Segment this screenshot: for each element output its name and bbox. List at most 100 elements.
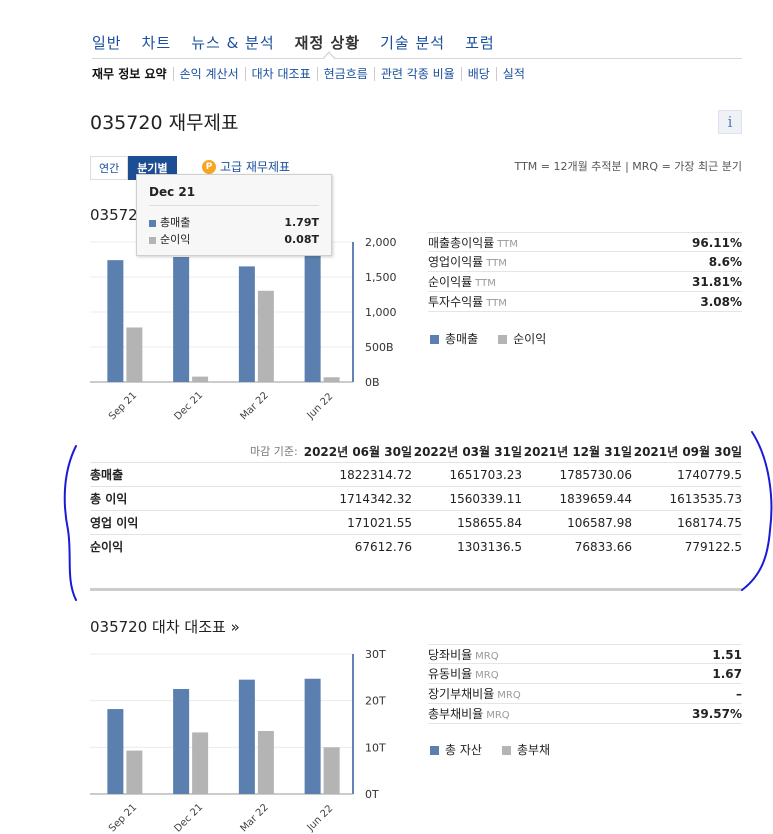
table-cell: 168174.75 [677, 516, 742, 530]
bar[interactable] [192, 732, 209, 794]
bar[interactable] [304, 254, 321, 382]
income-chart-bars[interactable] [107, 254, 340, 382]
ratio-value: 3.08% [700, 295, 742, 309]
ratio-value: 8.6% [708, 255, 742, 269]
subnav-dividends[interactable]: 배당 [460, 67, 496, 81]
ratio-label: 순이익률 [428, 275, 473, 289]
nav-news[interactable]: 뉴스 & 분석 [191, 34, 275, 52]
nav-technical[interactable]: 기술 분석 [380, 34, 446, 52]
legend-item-net-income: 순이익 [498, 330, 546, 347]
bar[interactable] [126, 750, 143, 794]
y-tick-label: 0B [365, 376, 380, 389]
financial-summary-table: 마감 기준: 2022년 06월 30일 2022년 03월 31일 2021년… [90, 440, 742, 558]
bar[interactable] [107, 709, 124, 794]
subnav-income-statement[interactable]: 손익 계산서 [172, 67, 245, 81]
y-tick-label: 30T [365, 648, 386, 661]
ratio-row: 투자수익률 TTM 3.08% [428, 292, 742, 312]
ratio-label: 유동비율 [428, 667, 473, 681]
legend-label: 총매출 [445, 332, 479, 346]
subnav-cash-flow[interactable]: 현금흐름 [316, 67, 374, 81]
bar[interactable] [257, 731, 274, 794]
balance-section-title[interactable]: 035720 대차 대조표 » [90, 618, 240, 636]
subnav-balance-sheet[interactable]: 대차 대조표 [244, 67, 317, 81]
ratio-label: 매출총이익률 [428, 236, 495, 250]
bar[interactable] [304, 678, 321, 794]
bar[interactable] [173, 257, 190, 382]
advanced-financials-label: 고급 재무제표 [220, 160, 291, 174]
tooltip-row-net-income: 순이익 0.08T [149, 231, 319, 248]
ratio-tag: TTM [486, 258, 507, 269]
bar[interactable] [126, 327, 143, 382]
ratio-row: 영업이익률 TTM 8.6% [428, 252, 742, 272]
table-cell: 1740779.5 [677, 468, 742, 482]
tooltip-header: Dec 21 [149, 185, 319, 206]
table-row: 순이익 67612.76 1303136.5 76833.66 779122.5 [90, 534, 742, 558]
income-chart-y-ticks: 2,000 1,500 1,000 500B 0B [365, 236, 397, 389]
period-tabs: 연간 분기별 [90, 156, 177, 180]
ratio-label: 영업이익률 [428, 255, 484, 269]
ttm-mrq-note: TTM = 12개월 추적분 | MRQ = 가장 최근 분기 [514, 160, 742, 173]
legend-swatch [498, 335, 508, 344]
page-title: 035720 재무제표 [90, 112, 239, 134]
ratio-row: 유동비율 MRQ 1.67 [428, 664, 742, 684]
y-tick-label: 1,000 [365, 306, 397, 319]
legend-item-total-assets: 총 자산 [430, 741, 482, 758]
nav-general[interactable]: 일반 [92, 34, 122, 52]
legend-swatch [430, 335, 439, 344]
row-label: 총 이익 [90, 492, 128, 506]
column-header: 2022년 06월 30일 [303, 444, 412, 459]
bar[interactable] [238, 266, 255, 382]
top-nav: 일반 차트 뉴스 & 분석 재정 상황 기술 분석 포럼 [92, 32, 495, 53]
bar[interactable] [107, 260, 124, 382]
nav-forum[interactable]: 포럼 [465, 34, 495, 52]
legend-swatch [430, 746, 439, 755]
advanced-financials-link[interactable]: P 고급 재무제표 [202, 158, 290, 175]
income-ratios-table: 매출총이익률 TTM 96.11% 영업이익률 TTM 8.6% 순이익률 TTM 31.8… [428, 232, 742, 312]
y-tick-label: 0T [365, 788, 379, 801]
ratio-label: 장기부채비율 [428, 687, 495, 701]
nav-divider [92, 58, 742, 59]
bar[interactable] [323, 747, 340, 794]
ratio-label: 투자수익률 [428, 295, 484, 309]
column-header: 2021년 12월 31일 [523, 444, 632, 459]
nav-active-caret [322, 51, 336, 60]
bar[interactable] [323, 377, 340, 382]
x-tick-label: Jun 22 [305, 391, 336, 422]
y-tick-label: 10T [365, 741, 386, 754]
revenue-swatch [149, 219, 156, 227]
legend-label: 총부채 [516, 743, 551, 757]
bar[interactable] [173, 689, 190, 794]
y-tick-label: 2,000 [365, 236, 397, 249]
ratio-row: 총부채비율 MRQ 39.57% [428, 704, 742, 724]
bar[interactable] [192, 376, 209, 382]
income-section-title[interactable]: 03572 [90, 206, 138, 224]
bar[interactable] [257, 290, 274, 382]
balance-chart-x-ticks: Sep 21 Dec 21 Mar 22 Jun 22 [107, 802, 335, 834]
row-label: 순이익 [90, 540, 124, 554]
nav-financials[interactable]: 재정 상황 [294, 34, 361, 52]
income-chart: 2,000 1,500 1,000 500B 0B Sep 21 Dec 21 Mar 22… [90, 236, 397, 423]
balance-chart-bars[interactable] [107, 678, 340, 794]
tab-annual[interactable]: 연간 [90, 156, 129, 180]
table-cell: 1560339.11 [449, 492, 522, 506]
subnav-summary[interactable]: 재무 정보 요약 [92, 67, 167, 81]
x-tick-label: Sep 21 [107, 390, 139, 422]
subnav-ratios[interactable]: 관련 각종 비율 [373, 67, 461, 81]
ratio-label: 당좌비율 [428, 648, 473, 662]
nav-chart[interactable]: 차트 [141, 34, 172, 52]
ratio-tag: MRQ [475, 670, 499, 681]
ratio-row: 장기부채비율 MRQ – [428, 684, 742, 704]
ratio-value: 96.11% [692, 236, 742, 250]
subnav-earnings[interactable]: 실적 [495, 67, 531, 81]
info-icon[interactable]: i [718, 110, 742, 134]
income-chart-legend: 총매출 순이익 [430, 330, 546, 347]
x-tick-label: Sep 21 [107, 802, 139, 834]
bar[interactable] [238, 679, 255, 794]
legend-label: 총 자산 [445, 743, 482, 757]
tooltip-net-income-label: 순이익 [160, 233, 191, 246]
table-cell: 67612.76 [354, 540, 412, 554]
table-cell: 106587.98 [567, 516, 632, 530]
legend-item-total-liabilities: 총부채 [501, 741, 551, 758]
balance-chart-y-ticks: 30T 20T 10T 0T [365, 648, 386, 801]
